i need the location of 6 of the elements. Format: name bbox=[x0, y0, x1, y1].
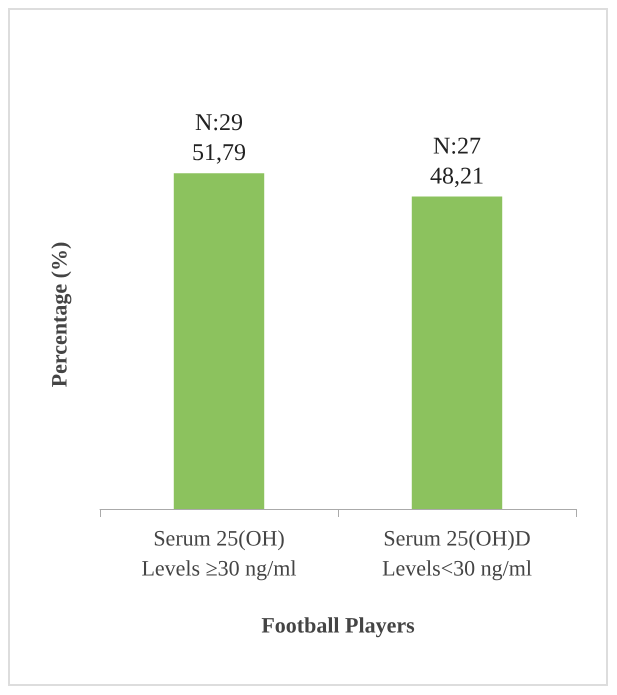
x-tick-label: Serum 25(OH)D Levels<30 ng/ml bbox=[382, 526, 532, 580]
x-tick-label: Serum 25(OH) Levels ≥30 ng/ml bbox=[141, 526, 297, 580]
data-label: N:27 48,21 bbox=[430, 133, 484, 190]
y-axis-title: Percentage (%) bbox=[46, 242, 72, 388]
x-axis-title: Football Players bbox=[261, 612, 416, 638]
data-label: N:29 51,79 bbox=[192, 110, 246, 166]
